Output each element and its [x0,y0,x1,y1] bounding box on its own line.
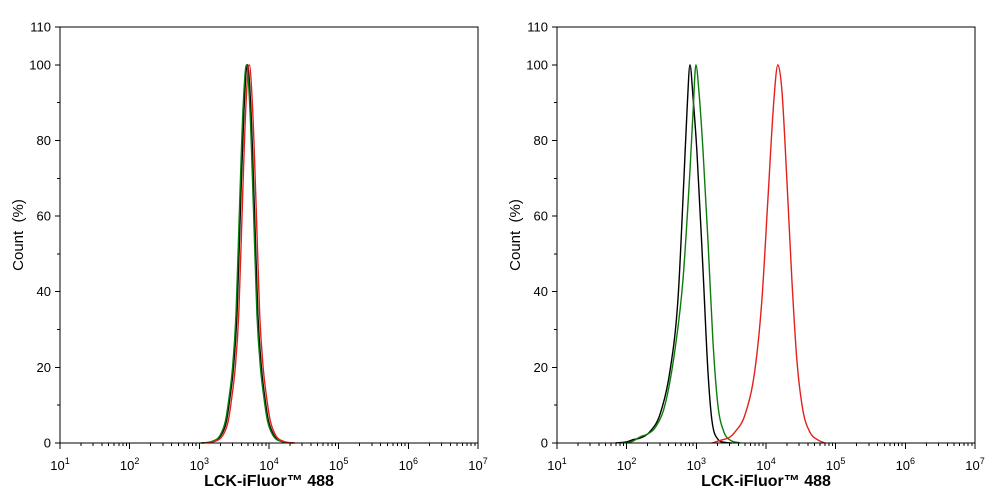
right-histogram-curve-3 [711,64,826,444]
right-y-tick-label: 100 [526,57,548,72]
left-plot-frame [59,26,479,444]
left-x-tick-label: 106 [399,456,418,473]
left-y-tick-label: 80 [37,133,51,148]
left-y-tick-label: 110 [30,20,51,35]
right-x-tick-label: 102 [617,456,636,473]
right-y-tick-label: 0 [541,436,548,451]
right-x-tick-label-exponent: 1 [562,456,567,466]
left-histogram-curves [200,64,296,444]
left-x-tick-label-base: 10 [120,458,134,473]
right-histogram-curve-2 [619,64,741,444]
right-x-tick-label: 103 [687,456,706,473]
right-y-tick-label: 40 [534,284,548,299]
left-x-tick-label-exponent: 2 [134,456,139,466]
right-x-tick-label: 104 [756,456,775,473]
right-x-tick-label-base: 10 [965,458,979,473]
right-x-tick-label-base: 10 [756,458,770,473]
left-x-tick-label: 103 [190,456,209,473]
right-x-tick-label-exponent: 4 [771,456,776,466]
right-x-tick-label: 105 [826,456,845,473]
left-y-tick-label: 60 [37,209,51,224]
left-histogram-curve-1 [201,64,294,444]
left-x-tick-label-exponent: 3 [204,456,209,466]
right-x-tick-label: 101 [547,456,566,473]
right-x-tick-label-base: 10 [826,458,840,473]
right-x-tick-label-exponent: 3 [701,456,706,466]
left-x-tick-label-exponent: 7 [483,456,488,466]
right-histogram-curve-1 [615,64,733,444]
left-x-tick-label: 102 [120,456,139,473]
left-x-tick-label-exponent: 6 [413,456,418,466]
left-x-tick-label: 107 [468,456,487,473]
left-x-tick-label-exponent: 1 [65,456,70,466]
right-y-axis-label: Count (%) [507,199,524,271]
right-x-axis-label: LCK-iFluor™ 488 [701,473,831,490]
left-y-tick-label: 0 [44,436,51,451]
left-x-tick-label: 101 [50,456,69,473]
right-x-tick-label-base: 10 [547,458,561,473]
left-x-tick-label: 104 [259,456,278,473]
left-x-axis-label: LCK-iFluor™ 488 [204,473,334,490]
right-x-tick-label-exponent: 2 [631,456,636,466]
left-y-axis-label: Count (%) [10,199,27,271]
right-x-tick-label-base: 10 [617,458,631,473]
left-y-tick-label: 20 [37,360,51,375]
left-x-tick-label-base: 10 [468,458,482,473]
right-y-tick-label: 20 [534,360,548,375]
right-x-tick-label-exponent: 6 [910,456,915,466]
right-x-tick-label-base: 10 [687,458,701,473]
left-x-tick-label-base: 10 [259,458,273,473]
left-histogram-curve-3 [203,64,296,444]
right-x-tick-label: 107 [965,456,984,473]
left-x-tick-label: 105 [329,456,348,473]
left-x-tick-label-exponent: 4 [274,456,279,466]
left-histogram-curve-2 [200,64,293,444]
right-x-tick-label-exponent: 7 [980,456,985,466]
right-y-tick-label: 80 [534,133,548,148]
right-y-tick-label: 110 [527,20,548,35]
left-x-tick-label-base: 10 [399,458,413,473]
left-x-tick-label-base: 10 [329,458,343,473]
left-x-tick-label-base: 10 [50,458,64,473]
left-x-tick-label-base: 10 [190,458,204,473]
right-x-tick-label: 106 [896,456,915,473]
right-x-tick-label-exponent: 5 [840,456,845,466]
left-y-tick-label: 40 [37,284,51,299]
left-y-tick-label: 100 [29,57,51,72]
right-x-tick-label-base: 10 [896,458,910,473]
left-x-tick-label-exponent: 5 [343,456,348,466]
right-y-tick-label: 60 [534,209,548,224]
right-histogram-curves [615,64,826,444]
